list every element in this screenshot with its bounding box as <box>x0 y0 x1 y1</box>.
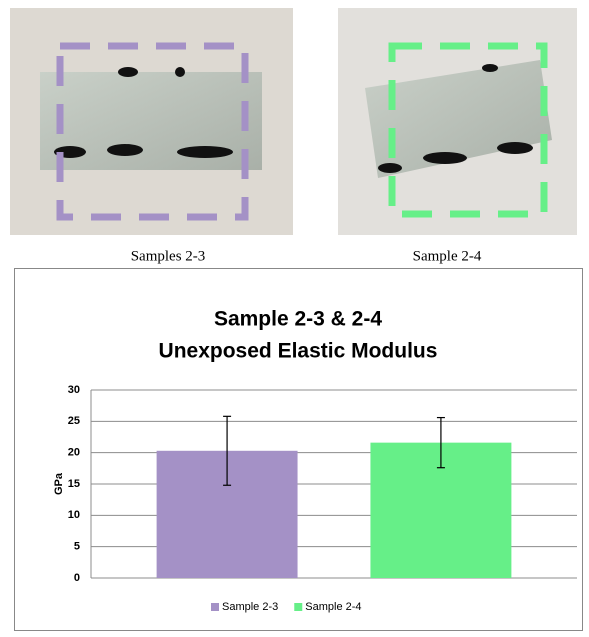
y-tick-label: 30 <box>68 384 80 396</box>
legend-label: Sample 2-4 <box>305 601 361 613</box>
legend-swatch <box>211 603 219 611</box>
y-tick-label: 10 <box>68 509 80 521</box>
y-tick-label: 20 <box>68 447 80 459</box>
photo-caption: Samples 2-3 <box>131 248 206 264</box>
y-tick-label: 5 <box>74 541 80 553</box>
y-tick-label: 25 <box>68 415 80 427</box>
chart-subtitle: Unexposed Elastic Modulus <box>159 340 438 363</box>
chart-title: Sample 2-3 & 2-4 <box>214 308 382 331</box>
photo-caption: Sample 2-4 <box>413 248 482 264</box>
page: Samples 2-3 Sample 2-4 Sample 2-3 & 2-4 … <box>0 0 589 632</box>
photo-right <box>338 8 577 235</box>
legend-swatch <box>294 603 302 611</box>
photo-left <box>10 8 293 235</box>
legend-label: Sample 2-3 <box>222 601 278 613</box>
y-axis-label: GPa <box>53 472 65 495</box>
y-tick-label: 0 <box>74 572 80 584</box>
figure: Samples 2-3 Sample 2-4 Sample 2-3 & 2-4 … <box>0 0 589 632</box>
y-tick-label: 15 <box>68 478 80 490</box>
